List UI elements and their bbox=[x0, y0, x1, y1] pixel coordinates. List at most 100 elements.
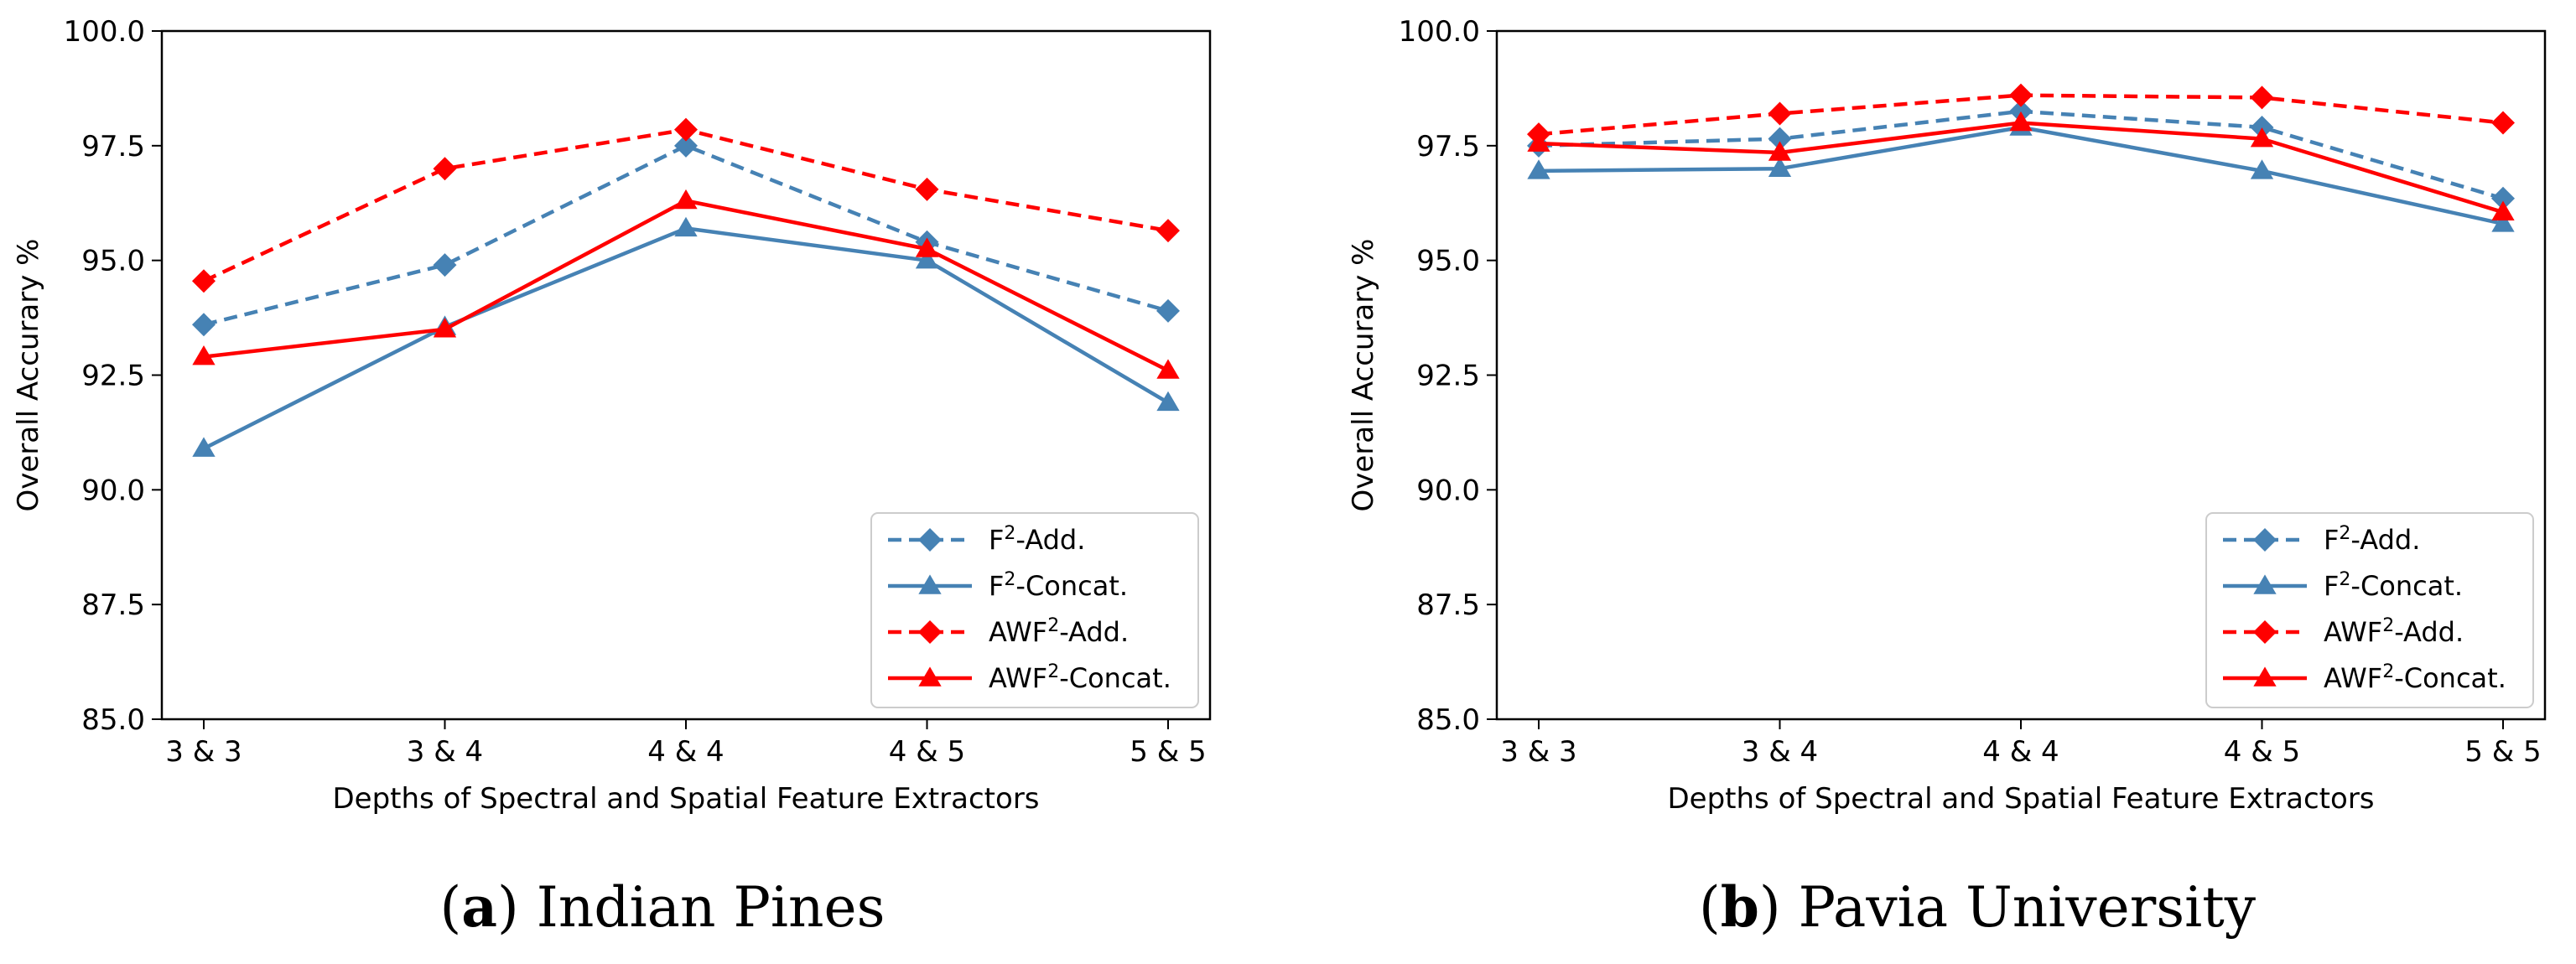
data-point-triangle bbox=[1768, 141, 1792, 161]
legend-label: F2-Concat. bbox=[2324, 569, 2463, 603]
data-point-diamond bbox=[2009, 99, 2033, 123]
legend-label-base: AWF bbox=[2324, 662, 2382, 694]
data-point-diamond bbox=[1156, 298, 1180, 323]
y-tick-label: 100.0 bbox=[64, 15, 145, 49]
data-point-triangle bbox=[2009, 111, 2033, 132]
legend-box bbox=[870, 512, 1199, 708]
legend-label-base: F bbox=[2324, 570, 2339, 602]
legend-marker-triangle bbox=[918, 666, 942, 687]
legend-marker-diamond bbox=[918, 528, 942, 552]
panel-caption: (b) Pavia University bbox=[1699, 874, 2257, 940]
legend-box bbox=[2205, 512, 2534, 708]
legend-label-suffix: -Concat. bbox=[2350, 570, 2463, 602]
y-axis-label: Overall Accurary % bbox=[1347, 239, 1380, 512]
caption-paren: ) bbox=[1759, 875, 1799, 940]
legend-label-suffix: -Concat. bbox=[1059, 662, 1171, 694]
legend-label-suffix: -Add. bbox=[1015, 524, 1085, 556]
data-point-diamond bbox=[2491, 111, 2515, 135]
x-tick-label: 4 & 4 bbox=[1982, 735, 2059, 769]
legend-label-suffix: -Add. bbox=[2350, 524, 2420, 556]
data-point-diamond bbox=[674, 117, 698, 142]
legend-label-suffix: -Concat. bbox=[1015, 570, 1128, 602]
x-tick-label: 4 & 5 bbox=[2224, 735, 2300, 769]
data-point-triangle bbox=[2250, 127, 2274, 148]
data-point-triangle bbox=[1156, 359, 1180, 379]
data-point-diamond bbox=[2009, 83, 2033, 107]
x-tick-label: 3 & 3 bbox=[1500, 735, 1576, 769]
y-tick-label: 87.5 bbox=[1416, 588, 1480, 622]
legend-label: AWF2-Add. bbox=[989, 615, 1129, 649]
data-point-triangle bbox=[915, 237, 939, 257]
caption-text: Pavia University bbox=[1799, 875, 2257, 940]
y-tick-label: 95.0 bbox=[81, 245, 145, 278]
data-point-triangle bbox=[433, 318, 457, 338]
data-point-triangle bbox=[1156, 391, 1180, 412]
y-tick-label: 97.5 bbox=[1416, 130, 1480, 163]
plot-frame bbox=[160, 29, 1212, 721]
legend-marker-diamond bbox=[918, 620, 942, 644]
legend-label: F2-Add. bbox=[2324, 523, 2420, 557]
legend-label-base: AWF bbox=[2324, 616, 2382, 648]
data-point-diamond bbox=[192, 269, 216, 293]
legend-label-superscript: 2 bbox=[1047, 661, 1059, 682]
data-point-triangle bbox=[192, 437, 216, 457]
legend-label: F2-Add. bbox=[989, 523, 1085, 557]
legend-label-base: F bbox=[989, 570, 1004, 602]
legend-marker-triangle bbox=[2253, 666, 2277, 687]
data-point-diamond bbox=[2250, 115, 2274, 139]
x-tick-label: 3 & 3 bbox=[165, 735, 242, 769]
caption-letter: b bbox=[1721, 874, 1759, 940]
legend-label-base: F bbox=[989, 524, 1004, 556]
data-point-diamond bbox=[433, 157, 457, 181]
x-tick-label: 4 & 4 bbox=[647, 735, 724, 769]
legend-label-superscript: 2 bbox=[2339, 569, 2350, 590]
caption-letter: a bbox=[461, 874, 497, 940]
legend-label-superscript: 2 bbox=[2339, 523, 2350, 544]
y-tick-label: 90.0 bbox=[1416, 474, 1480, 507]
caption-paren: ( bbox=[440, 875, 462, 940]
caption-paren: ) bbox=[497, 875, 537, 940]
y-tick-label: 90.0 bbox=[81, 474, 145, 507]
y-tick-label: 85.0 bbox=[1416, 703, 1480, 737]
data-point-diamond bbox=[674, 133, 698, 158]
y-tick-label: 95.0 bbox=[1416, 245, 1480, 278]
x-tick-label: 3 & 4 bbox=[407, 735, 483, 769]
legend-label-suffix: -Concat. bbox=[2394, 662, 2506, 694]
y-tick-label: 87.5 bbox=[81, 588, 145, 622]
caption-text: Indian Pines bbox=[537, 875, 886, 940]
data-point-triangle bbox=[674, 189, 698, 210]
plot-frame bbox=[1495, 29, 2547, 721]
data-point-diamond bbox=[433, 253, 457, 277]
legend-label-superscript: 2 bbox=[1004, 523, 1015, 544]
data-point-diamond bbox=[1768, 127, 1792, 151]
legend-label: AWF2-Add. bbox=[2324, 615, 2464, 649]
x-tick-label: 4 & 5 bbox=[889, 735, 965, 769]
x-axis-label: Depths of Spectral and Spatial Feature E… bbox=[332, 782, 1039, 816]
data-point-diamond bbox=[1156, 219, 1180, 243]
data-point-triangle bbox=[1527, 132, 1550, 152]
legend-label-suffix: -Add. bbox=[2394, 616, 2464, 648]
data-point-triangle bbox=[192, 345, 216, 365]
panel-caption: (a) Indian Pines bbox=[440, 874, 886, 940]
legend-label-superscript: 2 bbox=[1004, 569, 1015, 590]
legend-label-base: F bbox=[2324, 524, 2339, 556]
data-point-triangle bbox=[2250, 159, 2274, 179]
series-line bbox=[203, 143, 1169, 327]
data-point-triangle bbox=[674, 216, 698, 237]
legend-marker-triangle bbox=[918, 574, 942, 594]
data-point-diamond bbox=[192, 313, 216, 337]
panel-indian-pines: 85.0 87.5 90.0 92.5 95.0 97.5 100.0 3 & 3 3 & 4 4… bbox=[12, 15, 1212, 940]
x-tick-label: 3 & 4 bbox=[1742, 735, 1818, 769]
y-axis-label: Overall Accurary % bbox=[12, 239, 45, 512]
data-point-triangle bbox=[2491, 212, 2515, 232]
x-tick-label: 5 & 5 bbox=[1130, 735, 1206, 769]
legend-label-base: AWF bbox=[989, 616, 1047, 648]
legend-label-superscript: 2 bbox=[2382, 661, 2394, 682]
data-point-diamond bbox=[1768, 101, 1792, 126]
legend-label: AWF2-Concat. bbox=[989, 661, 1171, 695]
data-point-triangle bbox=[2491, 200, 2515, 220]
legend-label-superscript: 2 bbox=[1047, 615, 1059, 636]
data-point-triangle bbox=[1527, 159, 1550, 179]
